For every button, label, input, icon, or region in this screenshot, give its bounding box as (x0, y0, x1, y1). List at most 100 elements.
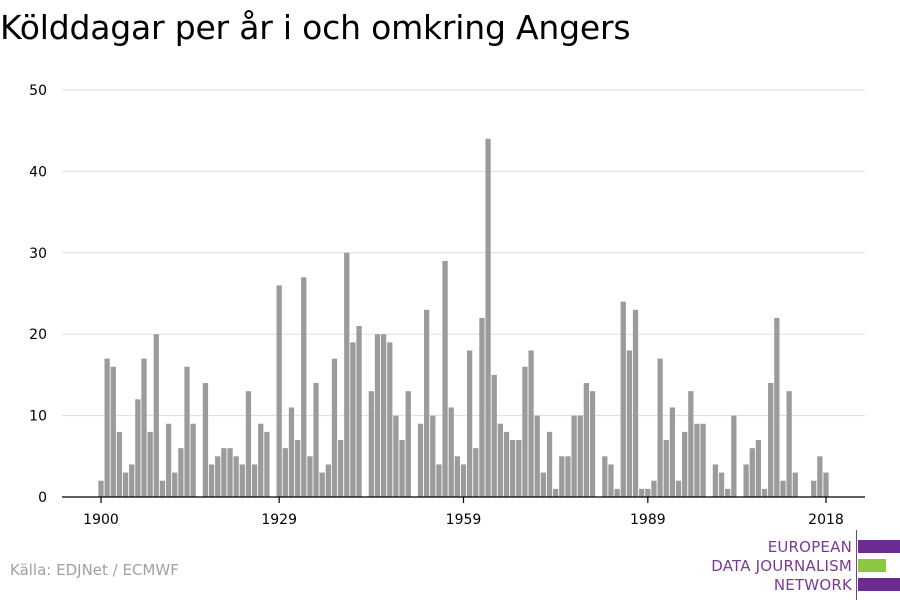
bar (190, 423, 196, 497)
bar (325, 464, 331, 497)
bar (577, 415, 583, 497)
y-axis-labels: 0 10 20 30 40 50 (29, 83, 47, 506)
logo-line-network: NETWORK (773, 576, 852, 594)
x-tick-label: 1900 (83, 512, 119, 528)
x-tick-label: 1989 (630, 512, 666, 528)
bar (313, 383, 319, 497)
logo-line-european: EUROPEAN (767, 538, 852, 556)
bar (251, 464, 258, 497)
bar (258, 423, 264, 497)
bar (387, 342, 393, 497)
bar (448, 407, 454, 497)
bar (288, 407, 295, 497)
bar (700, 423, 706, 497)
bar (172, 472, 178, 497)
bar (405, 391, 411, 497)
bar (147, 431, 153, 497)
bar (141, 358, 147, 497)
y-tick-label: 0 (38, 490, 47, 506)
bar (159, 480, 166, 497)
bar (614, 488, 620, 497)
bar (208, 464, 215, 497)
bar (276, 285, 282, 497)
bar (823, 472, 829, 497)
logo-line-data-journalism: DATA JOURNALISM (711, 557, 852, 575)
edjnet-logo: EUROPEAN DATA JOURNALISM NETWORK (700, 530, 900, 600)
bar (632, 309, 639, 497)
bar (516, 440, 522, 497)
bar (129, 464, 135, 497)
x-tick-label: 1959 (446, 512, 482, 528)
bar (749, 448, 755, 497)
logo-bar-purple-top (858, 540, 900, 553)
bar (559, 456, 565, 497)
bar (565, 456, 571, 497)
bar (651, 480, 657, 497)
bar (553, 488, 559, 497)
gridlines (62, 89, 865, 417)
bar (718, 472, 725, 497)
bar (436, 464, 442, 497)
bar (350, 342, 356, 497)
bar (774, 317, 780, 497)
bar (768, 383, 774, 497)
bar (602, 456, 608, 497)
bar (620, 301, 626, 497)
bar (682, 431, 688, 497)
bar (540, 472, 547, 497)
bar (393, 415, 399, 497)
bar (178, 448, 184, 497)
bar (510, 440, 516, 497)
logo-bar-green (858, 559, 886, 572)
bar (337, 440, 344, 497)
bar (233, 456, 239, 497)
bar (528, 350, 534, 497)
bar (792, 472, 798, 497)
bar (227, 448, 233, 497)
bar (669, 407, 676, 497)
bar (639, 488, 645, 497)
bar (503, 431, 510, 497)
bar (399, 440, 405, 497)
x-tick-label: 1929 (261, 512, 297, 528)
bar (215, 456, 221, 497)
y-tick-label: 50 (29, 83, 47, 99)
bar (165, 423, 172, 497)
bar (153, 334, 159, 497)
bar (202, 383, 209, 497)
bar (583, 383, 590, 497)
bar (491, 374, 497, 497)
bar (786, 391, 792, 497)
bar (780, 480, 786, 497)
logo-separator (856, 530, 857, 600)
bar (817, 456, 823, 497)
logo-bar-purple-bottom (858, 578, 900, 591)
bar (331, 358, 338, 497)
bar (110, 366, 116, 497)
bar (479, 317, 485, 497)
bar (430, 415, 436, 497)
bar (546, 431, 553, 497)
bar (380, 334, 387, 497)
bar (725, 488, 731, 497)
bar (104, 358, 110, 497)
bar (731, 415, 737, 497)
bar (239, 464, 245, 497)
bar (374, 334, 381, 497)
bar (522, 366, 528, 497)
bar (712, 464, 719, 497)
bar (467, 350, 473, 497)
bar (755, 440, 762, 497)
bar (417, 423, 424, 497)
bar (485, 138, 491, 497)
y-tick-label: 20 (29, 327, 47, 343)
bar (221, 448, 227, 497)
y-tick-label: 10 (29, 409, 47, 425)
bar (811, 480, 817, 497)
y-tick-label: 30 (29, 246, 47, 262)
bar (454, 456, 460, 497)
bar (245, 391, 252, 497)
bar (645, 488, 651, 497)
bar (473, 448, 479, 497)
bar (282, 448, 288, 497)
